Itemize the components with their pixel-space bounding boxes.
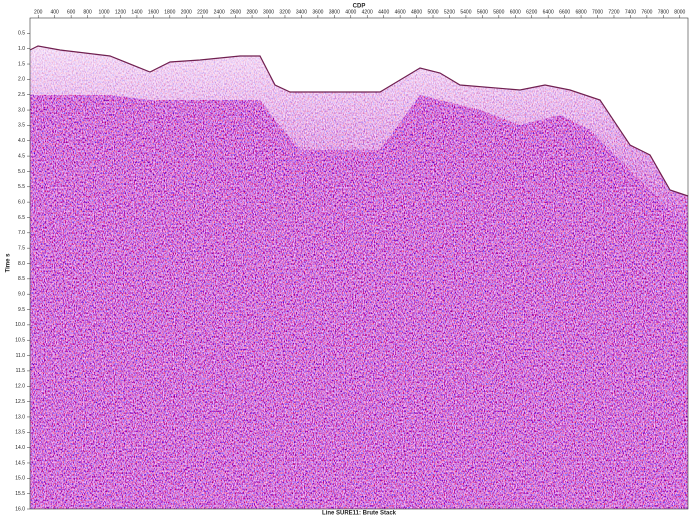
x-tick-label: 1000 — [98, 9, 109, 15]
x-tick-label: 5400 — [460, 9, 471, 15]
x-tick-label: 3000 — [263, 9, 274, 15]
x-tick-label: 5600 — [477, 9, 488, 15]
y-tick-label: 11.0 — [16, 353, 26, 359]
x-tick-label: 7200 — [608, 9, 619, 15]
y-tick-label: 2.0 — [18, 77, 25, 83]
y-tick-label: 3.5 — [18, 123, 25, 129]
y-tick-label: 4.0 — [18, 138, 25, 144]
y-tick-label: 9.0 — [18, 292, 25, 298]
x-tick-label: 3600 — [312, 9, 323, 15]
x-tick-label: 800 — [83, 9, 92, 15]
x-tick-label: 6600 — [559, 9, 570, 15]
y-tick-label: 3.0 — [18, 107, 25, 113]
seafloor-fade — [30, 46, 688, 230]
x-tick-label: 4600 — [395, 9, 406, 15]
x-tick-label: 5000 — [427, 9, 438, 15]
x-tick-label: 7400 — [625, 9, 636, 15]
seafloor-reflector — [29, 45, 689, 197]
x-tick-label: 2000 — [181, 9, 192, 15]
y-tick-label: 8.5 — [18, 276, 25, 282]
x-tick-label: 6200 — [526, 9, 537, 15]
x-tick-label: 600 — [67, 9, 76, 15]
y-tick-label: 6.5 — [18, 215, 25, 221]
x-tick-label: 2800 — [247, 9, 258, 15]
y-tick-label: 13.0 — [15, 414, 25, 420]
x-tick-label: 2200 — [197, 9, 208, 15]
x-tick-label: 7600 — [641, 9, 652, 15]
y-tick-label: 10.5 — [15, 338, 25, 344]
x-tick-label: 6400 — [543, 9, 554, 15]
y-tick-label: 5.5 — [18, 184, 25, 190]
x-tick-label: 8000 — [674, 9, 685, 15]
y-tick-label: 12.5 — [15, 399, 25, 405]
x-tick-label: 6800 — [576, 9, 587, 15]
x-tick-label: 7800 — [658, 9, 669, 15]
y-tick-label: 16.0 — [15, 506, 25, 512]
x-axis-label: CDP — [353, 4, 366, 10]
x-tick-label: 2400 — [214, 9, 225, 15]
y-tick-label: 0.5 — [18, 31, 25, 37]
x-tick-label: 3800 — [329, 9, 340, 15]
x-tick-label: 3200 — [279, 9, 290, 15]
y-tick-label: 1.5 — [18, 61, 25, 67]
y-tick-label: 15.5 — [15, 491, 25, 497]
y-tick-label: 6.0 — [18, 199, 25, 205]
y-axis-label: Time s — [6, 253, 12, 273]
y-tick-label: 12.0 — [15, 384, 25, 390]
y-tick-label: 13.5 — [15, 430, 25, 436]
y-tick-label: 7.0 — [18, 230, 25, 236]
x-tick-label: 4400 — [378, 9, 389, 15]
x-tick-label: 1600 — [148, 9, 159, 15]
x-tick-label: 5800 — [493, 9, 504, 15]
x-tick-label: 1400 — [131, 9, 142, 15]
x-tick-label: 4000 — [345, 9, 356, 15]
x-tick-label: 4800 — [411, 9, 422, 15]
x-tick-label: 1800 — [164, 9, 175, 15]
x-tick-label: 7000 — [592, 9, 603, 15]
x-tick-label: 5200 — [444, 9, 455, 15]
chart-title: Line SURE11: Brute Stack — [322, 511, 397, 517]
y-tick-label: 9.5 — [18, 307, 25, 313]
x-tick-label: 1200 — [115, 9, 126, 15]
y-tick-label: 14.0 — [15, 445, 25, 451]
x-tick-label: 200 — [34, 9, 43, 15]
y-tick-label: 1.0 — [18, 46, 25, 52]
x-tick-label: 4200 — [362, 9, 373, 15]
y-tick-label: 2.5 — [18, 92, 25, 98]
y-tick-label: 5.0 — [18, 169, 25, 175]
y-tick-label: 10.0 — [15, 322, 25, 328]
y-tick-label: 7.5 — [18, 245, 25, 251]
y-tick-label: 15.0 — [15, 476, 25, 482]
water-column — [30, 18, 688, 196]
x-tick-label: 2600 — [230, 9, 241, 15]
y-tick-label: 8.0 — [18, 261, 25, 267]
x-tick-label: 400 — [51, 9, 60, 15]
y-tick-label: 14.5 — [15, 460, 25, 466]
y-tick-label: 4.5 — [18, 153, 25, 159]
x-tick-label: 3400 — [296, 9, 307, 15]
y-tick-label: 11.5 — [16, 368, 26, 374]
x-tick-label: 6000 — [510, 9, 521, 15]
